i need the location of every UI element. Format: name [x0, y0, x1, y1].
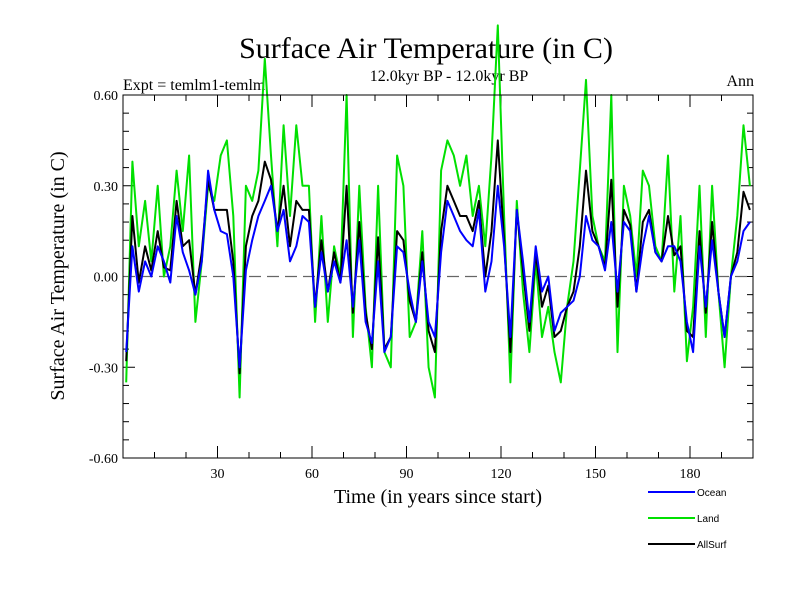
series-line-ocean	[125, 169, 751, 369]
x-tick-label: 90	[400, 467, 414, 482]
y-tick-label: 0.60	[94, 89, 119, 104]
plot-frame	[122, 94, 754, 459]
legend-label-allsurf: AllSurf	[697, 540, 727, 551]
season-label: Ann	[726, 73, 754, 90]
x-tick-label: 30	[211, 467, 225, 482]
y-tick-label: 0.30	[94, 180, 119, 195]
chart-title: Surface Air Temperature (in C)	[239, 32, 613, 65]
x-axis-label: Time (in years since start)	[334, 486, 542, 508]
y-tick-label: -0.30	[89, 361, 118, 376]
legend: Ocean Land AllSurf	[648, 488, 727, 551]
chart-subtitle: 12.0kyr BP - 12.0kyr BP	[370, 68, 529, 85]
y-tick-label: 0.00	[94, 271, 119, 286]
x-tick-label: 180	[680, 467, 701, 482]
x-tick-label: 120	[491, 467, 512, 482]
x-tick-label: 150	[585, 467, 606, 482]
y-axis-label: Surface Air Temperature (in C)	[47, 151, 69, 400]
legend-label-land: Land	[697, 514, 719, 525]
x-tick-label: 60	[305, 467, 319, 482]
plot-area: -0.60 -0.30 0.00 0.30 0.60 30 60 90 120 150 180	[89, 24, 753, 482]
experiment-label: Expt = temlm1-temlm	[123, 77, 266, 94]
legend-label-ocean: Ocean	[697, 488, 726, 499]
y-tick-label: -0.60	[89, 452, 118, 467]
